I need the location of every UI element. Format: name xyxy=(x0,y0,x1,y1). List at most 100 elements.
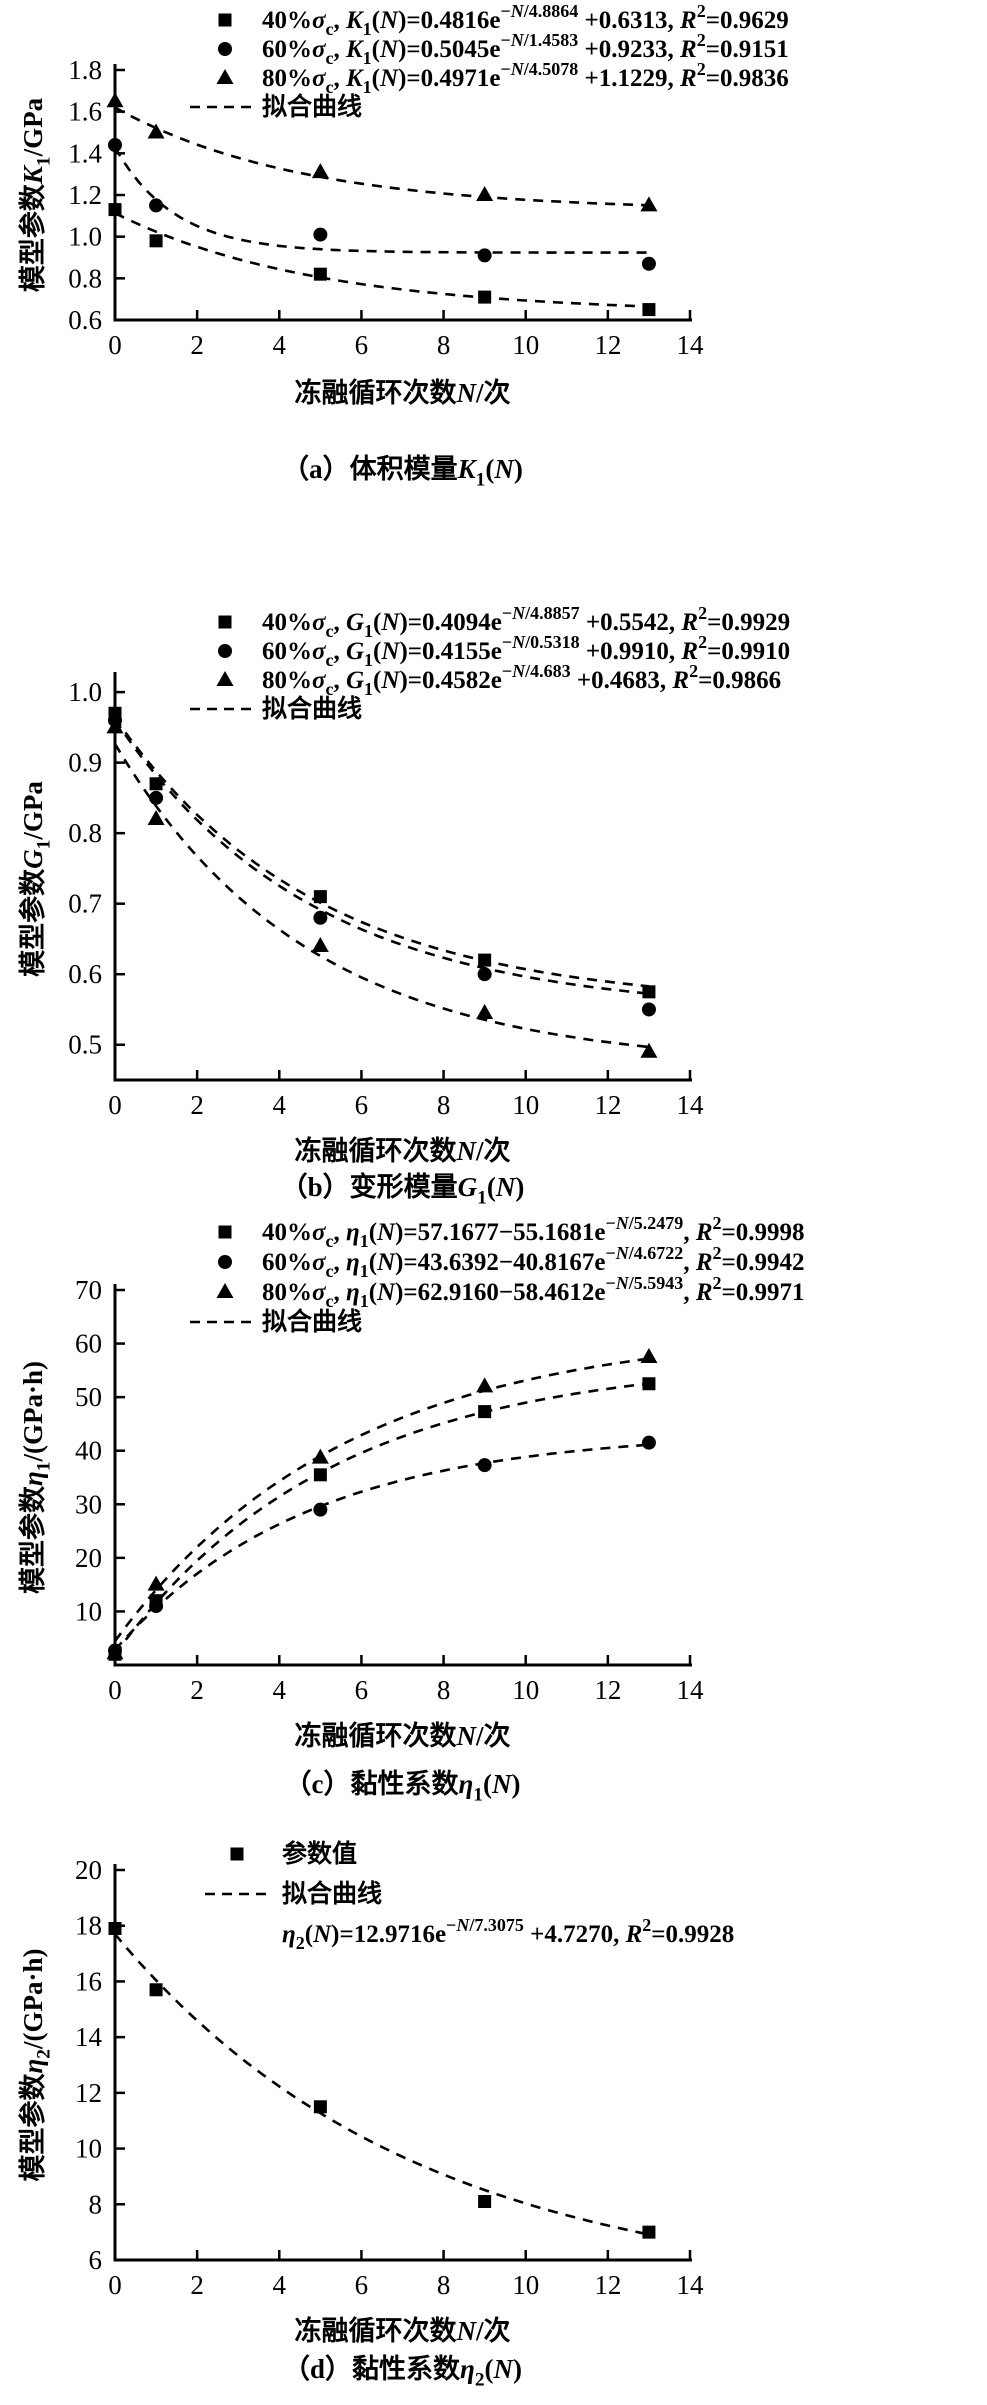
chart-c-svg: 0 2 4 6 8 10 12 14 10 20 30 40 50 60 70 模型参数η1/(GPa·h) 冻… xyxy=(17,1213,805,1806)
data-point xyxy=(108,203,122,217)
y-tick-label: 20 xyxy=(75,1543,102,1573)
data-point xyxy=(476,1004,494,1019)
data-point xyxy=(640,1042,658,1058)
fit-curve-40%σc xyxy=(113,717,650,988)
x-tick-label: 4 xyxy=(273,1675,287,1705)
x-tick-label: 10 xyxy=(512,1675,539,1705)
x-tick-label: 8 xyxy=(437,330,451,360)
legend-entry: 40%σc, K1(N)=0.4816e−N/4.8864 +0.6313, R… xyxy=(262,1,789,39)
y-tick-label: 20 xyxy=(75,1855,102,1885)
y-tick-label: 16 xyxy=(75,1966,102,1996)
x-tick-label: 14 xyxy=(677,1675,705,1705)
y-tick-label: 10 xyxy=(75,1596,102,1626)
x-tick-label: 6 xyxy=(355,1675,369,1705)
x-tick-label: 14 xyxy=(677,330,705,360)
legend-entry: 拟合曲线 xyxy=(262,1307,362,1336)
data-point xyxy=(476,186,494,201)
data-point xyxy=(149,1599,164,1614)
legend-entry: 80%σc, G1(N)=0.4582e−N/4.683 +0.4683, R2… xyxy=(262,661,781,699)
axes xyxy=(113,64,692,322)
x-tick-label: 10 xyxy=(512,2270,539,2300)
data-point xyxy=(640,196,658,212)
x-axis-title: 冻融循环次数N/次 xyxy=(294,2315,510,2346)
y-tick-label: 70 xyxy=(75,1275,102,1305)
x-tick-label: 6 xyxy=(355,2270,369,2300)
data-point xyxy=(313,910,328,925)
data-point xyxy=(477,248,492,263)
y-tick-label: 0.9 xyxy=(68,748,102,778)
chart-caption: （d）黏性系数η2(N) xyxy=(283,2354,522,2391)
data-point xyxy=(478,953,492,967)
x-tick-label: 0 xyxy=(108,2270,122,2300)
legend-triangle-marker xyxy=(216,671,234,686)
y-tick-label: 10 xyxy=(75,2134,102,2164)
series-80%σc xyxy=(106,1347,658,1660)
data-point xyxy=(641,1435,656,1450)
y-tick-label: 12 xyxy=(75,2078,102,2108)
y-axis-title: 模型参数K1/GPa xyxy=(17,97,55,292)
chart-d: 0 2 4 6 8 10 12 14 6 8 10 12 14 16 18 20 模型参数η2/(GPa·h) 冻… xyxy=(0,1820,987,2405)
y-tick-label: 14 xyxy=(75,2022,103,2052)
legend-entry: 拟合曲线 xyxy=(262,694,362,723)
data-point xyxy=(642,2225,656,2239)
data-point xyxy=(149,234,163,248)
chart-caption: （b）变形模量G1(N) xyxy=(281,1171,525,1205)
x-axis-title: 冻融循环次数N/次 xyxy=(294,377,510,408)
legend-entry: 拟合曲线 xyxy=(262,92,362,121)
x-tick-label: 2 xyxy=(190,1675,204,1705)
data-point xyxy=(478,2195,492,2208)
data-point xyxy=(477,967,492,982)
data-point xyxy=(311,1448,329,1464)
x-tick-label: 12 xyxy=(594,1090,621,1120)
y-tick-label: 1.8 xyxy=(68,55,102,85)
data-point xyxy=(311,937,329,952)
fit-curve-60%σc xyxy=(113,146,649,254)
y-tick-label: 50 xyxy=(75,1382,102,1412)
legend-square-marker xyxy=(218,1225,232,1239)
x-tick-label: 12 xyxy=(594,1675,621,1705)
series-40%σc xyxy=(108,1377,656,1661)
data-point xyxy=(149,790,164,805)
x-tick-label: 0 xyxy=(108,1090,122,1120)
fit-curve-80%σc xyxy=(113,743,650,1049)
data-point xyxy=(313,227,328,242)
y-tick-label: 40 xyxy=(75,1436,102,1466)
x-tick-label: 0 xyxy=(108,1675,122,1705)
series-参数值 xyxy=(108,1922,656,2239)
data-point xyxy=(149,1983,163,1997)
y-tick-label: 0.8 xyxy=(68,263,102,293)
x-tick-label: 8 xyxy=(437,1090,451,1120)
data-point xyxy=(149,777,163,791)
legend-entry: 60%σc, K1(N)=0.5045e−N/1.4583 +0.9233, R… xyxy=(262,30,789,68)
legend-circle-marker xyxy=(218,42,232,56)
x-tick-label: 12 xyxy=(594,330,621,360)
legend-entry: η2(N)=12.9716e−N/7.3075 +4.7270, R2=0.99… xyxy=(282,1915,734,1953)
fit-curve-60%σc xyxy=(114,1443,649,1651)
legend-square-marker xyxy=(230,1847,244,1861)
x-tick-label: 10 xyxy=(512,330,539,360)
chart-c: 0 2 4 6 8 10 12 14 10 20 30 40 50 60 70 模型参数η1/(GPa·h) 冻… xyxy=(0,1205,987,1820)
data-point xyxy=(147,810,165,826)
data-point xyxy=(108,138,122,152)
data-point xyxy=(476,1377,494,1393)
legend-entry: 参数值 xyxy=(282,1839,357,1868)
y-tick-label: 0.8 xyxy=(68,818,102,848)
x-tick-label: 8 xyxy=(437,1675,451,1705)
fit-curve-参数值 xyxy=(114,1933,650,2236)
x-tick-label: 12 xyxy=(594,2270,621,2300)
y-tick-label: 18 xyxy=(75,1911,102,1941)
y-axis-title: 模型参数G1/GPa xyxy=(17,781,55,977)
data-point xyxy=(313,2100,327,2114)
legend-entry: 拟合曲线 xyxy=(282,1879,382,1908)
y-tick-label: 6 xyxy=(89,2245,103,2275)
fit-curve-60%σc xyxy=(113,719,650,995)
chart-a: 0 2 4 6 8 10 12 14 0.6 0.8 1.0 1.2 1.4 1.6 1.8 模型参数K1/G… xyxy=(0,0,987,600)
series-60%σc xyxy=(108,138,656,271)
data-point xyxy=(106,1644,124,1660)
tick-labels: 0 2 4 6 8 10 12 14 10 20 30 40 50 60 70 xyxy=(75,1275,704,1705)
data-point xyxy=(642,1377,656,1391)
x-tick-label: 6 xyxy=(355,1090,369,1120)
tick-labels: 0 2 4 6 8 10 12 14 0.5 0.6 0.7 0.8 0.9 1.0 xyxy=(68,677,704,1120)
axes xyxy=(113,1284,692,1667)
